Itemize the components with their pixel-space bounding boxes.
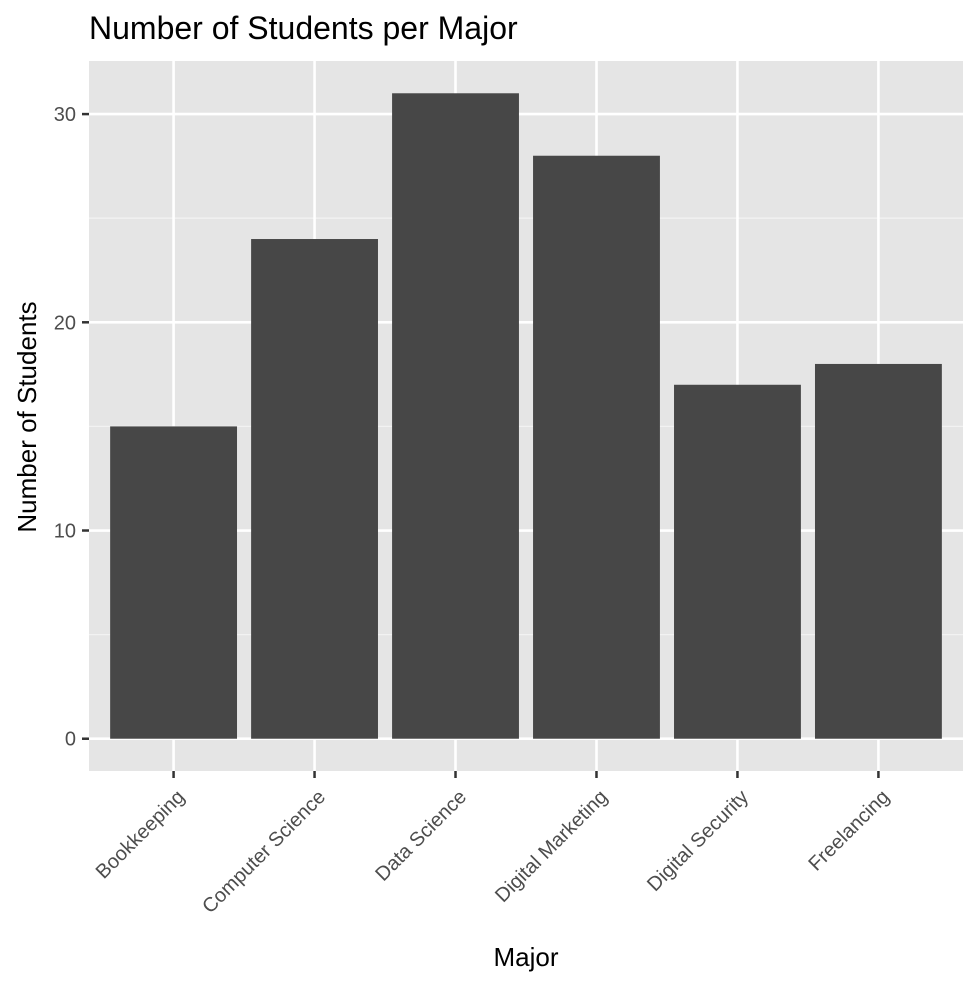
bar xyxy=(110,426,238,739)
x-axis: Bookkeeping Computer Science Data Science D… xyxy=(92,771,894,918)
y-tick-label: 30 xyxy=(54,104,76,126)
y-axis-title: Number of Students xyxy=(12,301,42,532)
bar xyxy=(251,239,378,739)
bar xyxy=(814,363,942,739)
bar xyxy=(533,155,660,739)
x-axis-title: Major xyxy=(493,942,558,972)
y-axis: 0 10 20 30 xyxy=(54,104,89,751)
x-tick-label: Bookkeeping xyxy=(92,786,189,883)
x-tick-label: Data Science xyxy=(371,786,471,886)
x-tick-label: Computer Science xyxy=(198,786,330,918)
y-tick-label: 0 xyxy=(65,729,76,751)
y-tick-label: 20 xyxy=(54,312,76,334)
bar xyxy=(674,384,801,739)
y-tick-label: 10 xyxy=(54,521,76,543)
bar xyxy=(392,93,519,739)
x-tick-label: Digital Marketing xyxy=(491,786,612,907)
x-tick-label: Freelancing xyxy=(804,786,893,875)
x-tick-label: Digital Security xyxy=(643,786,753,896)
chart-title: Number of Students per Major xyxy=(89,10,518,46)
bars xyxy=(110,93,942,739)
